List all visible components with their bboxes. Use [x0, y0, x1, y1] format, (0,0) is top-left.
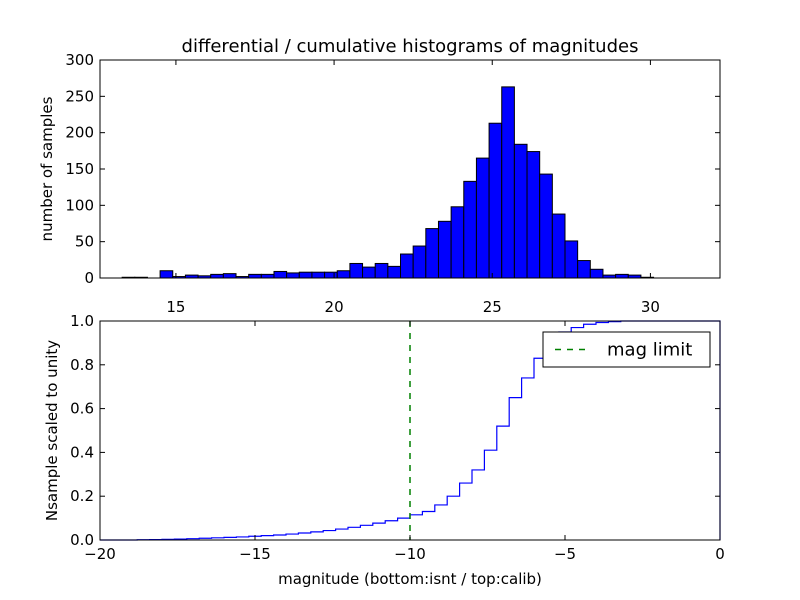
x-tick-label: −10	[394, 545, 426, 563]
histogram-bar	[387, 265, 402, 279]
histogram-bar	[298, 271, 313, 279]
y-tick-label: 1.0	[70, 312, 94, 330]
histogram-bar	[450, 206, 465, 279]
x-tick-label: 25	[483, 298, 502, 316]
histogram-bar	[349, 262, 364, 279]
histogram-plot-area	[100, 60, 720, 278]
histogram-bar	[324, 271, 338, 279]
cumulative-step-line	[100, 320, 721, 541]
histogram-bar	[336, 270, 351, 279]
histogram-bar	[159, 270, 174, 279]
y-tick-label: 50	[75, 233, 94, 251]
histogram-bar	[564, 240, 579, 279]
x-tick-label: 30	[641, 298, 660, 316]
y-tick-label: 150	[65, 160, 94, 178]
histogram-bars	[121, 86, 655, 279]
histogram-bar	[526, 151, 541, 279]
cumulative-panel: −20 −15 −10 −5 0 0.0 0.2 0.4 0.6 0.8 1.0 magnitud…	[43, 312, 725, 588]
cumulative-y-axis-label: Nsample scaled to unity	[43, 340, 61, 521]
histogram-bar	[311, 271, 326, 279]
histogram-bar	[589, 268, 604, 279]
x-tick-label: −5	[554, 545, 576, 563]
histogram-bar	[615, 273, 629, 279]
histogram-bar	[374, 262, 389, 279]
y-tick-label: 100	[65, 196, 94, 214]
histogram-bar	[412, 245, 427, 279]
cumulative-x-axis-label: magnitude (bottom:isnt / top:calib)	[278, 570, 542, 588]
histogram-bar	[513, 143, 528, 279]
x-tick-label: −20	[84, 545, 116, 563]
cumulative-y-ticks: 0.0 0.2 0.4 0.6 0.8 1.0	[70, 312, 720, 549]
histogram-bar	[425, 228, 439, 279]
histogram-bar	[210, 273, 224, 279]
histogram-bar	[475, 157, 490, 279]
histogram-bar	[551, 213, 566, 279]
histogram-bar	[248, 273, 262, 279]
histogram-bar	[577, 260, 591, 279]
histogram-bar	[463, 180, 477, 279]
x-tick-label: 20	[325, 298, 344, 316]
y-tick-label: 300	[65, 51, 94, 69]
histogram-panel: 15 20 25 30 0 50 100 150 200 250 300 differential…	[38, 36, 721, 316]
histogram-bar	[222, 273, 237, 279]
histogram-x-ticks: 15 20 25 30	[166, 60, 660, 316]
x-tick-label: 15	[166, 298, 185, 316]
histogram-bar	[273, 270, 288, 279]
y-tick-label: 0.8	[70, 356, 94, 374]
histogram-bar	[260, 273, 275, 279]
histogram-bar	[501, 86, 515, 279]
y-tick-label: 0	[84, 269, 94, 287]
histogram-bar	[362, 266, 376, 279]
y-tick-label: 0.6	[70, 400, 94, 418]
y-tick-label: 0.4	[70, 443, 94, 461]
legend-label-mag-limit: mag limit	[607, 340, 692, 361]
y-tick-label: 0.0	[70, 531, 94, 549]
y-tick-label: 200	[65, 124, 94, 142]
histogram-bar	[437, 220, 452, 279]
y-tick-label: 0.2	[70, 487, 94, 505]
cumulative-x-ticks: −20 −15 −10 −5 0	[84, 321, 725, 563]
histogram-bar	[286, 272, 300, 279]
histogram-y-axis-label: number of samples	[38, 96, 56, 241]
histogram-bar	[539, 173, 553, 279]
y-tick-label: 250	[65, 87, 94, 105]
histogram-bar	[488, 122, 503, 279]
x-tick-label: 0	[715, 545, 725, 563]
legend: mag limit	[542, 331, 711, 368]
histogram-y-ticks: 0 50 100 150 200 250 300	[65, 51, 720, 287]
x-tick-label: −15	[239, 545, 271, 563]
histogram-bar	[400, 253, 414, 279]
chart-title: differential / cumulative histograms of …	[182, 36, 639, 57]
